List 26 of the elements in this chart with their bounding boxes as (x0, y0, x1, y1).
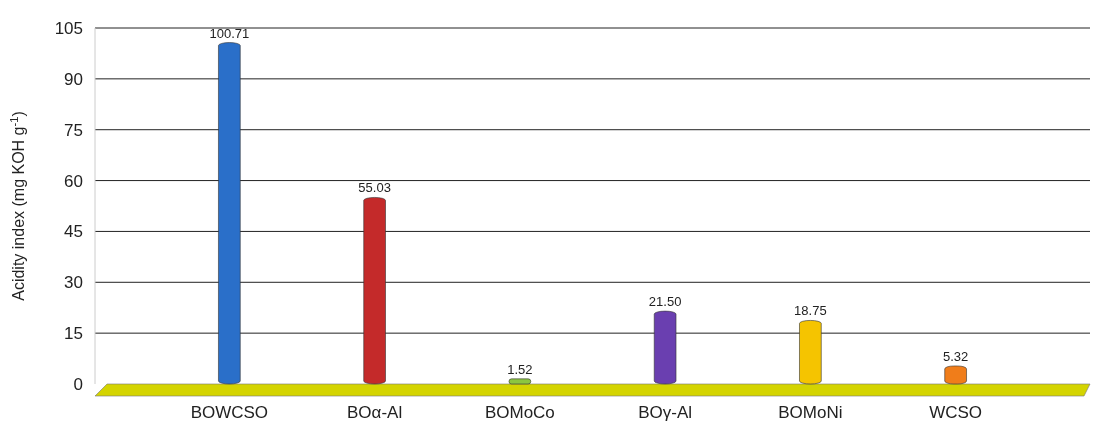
data-label: 1.52 (507, 361, 533, 377)
bar (218, 42, 241, 385)
bar (363, 197, 386, 385)
y-tick-label: 60 (64, 171, 83, 191)
y-tick-label: 90 (64, 69, 83, 89)
y-tick-label: 45 (64, 222, 83, 242)
y-tick-label: 30 (64, 273, 83, 293)
data-label: 5.32 (942, 348, 969, 364)
bar (653, 310, 677, 385)
y-tick-label: 75 (64, 120, 83, 140)
x-tick-label: BOγ-Al (638, 403, 693, 422)
y-tick-label: 0 (73, 374, 83, 394)
y-tick-label: 15 (64, 324, 83, 344)
data-label: 100.71 (209, 25, 250, 41)
x-tick-label: BOMoNi (778, 403, 843, 422)
data-label: 55.03 (358, 180, 391, 196)
x-tick-label: BOα-Al (347, 403, 403, 422)
bar (944, 365, 967, 385)
data-label: 21.50 (648, 294, 682, 310)
y-tick-label: 105 (54, 18, 83, 38)
data-label: 18.75 (794, 303, 827, 319)
x-tick-label: BOMoCo (484, 403, 555, 422)
bar (508, 378, 532, 385)
x-tick-label: BOWCSO (190, 403, 269, 422)
bar (799, 320, 822, 385)
x-tick-label: WCSO (929, 403, 983, 422)
